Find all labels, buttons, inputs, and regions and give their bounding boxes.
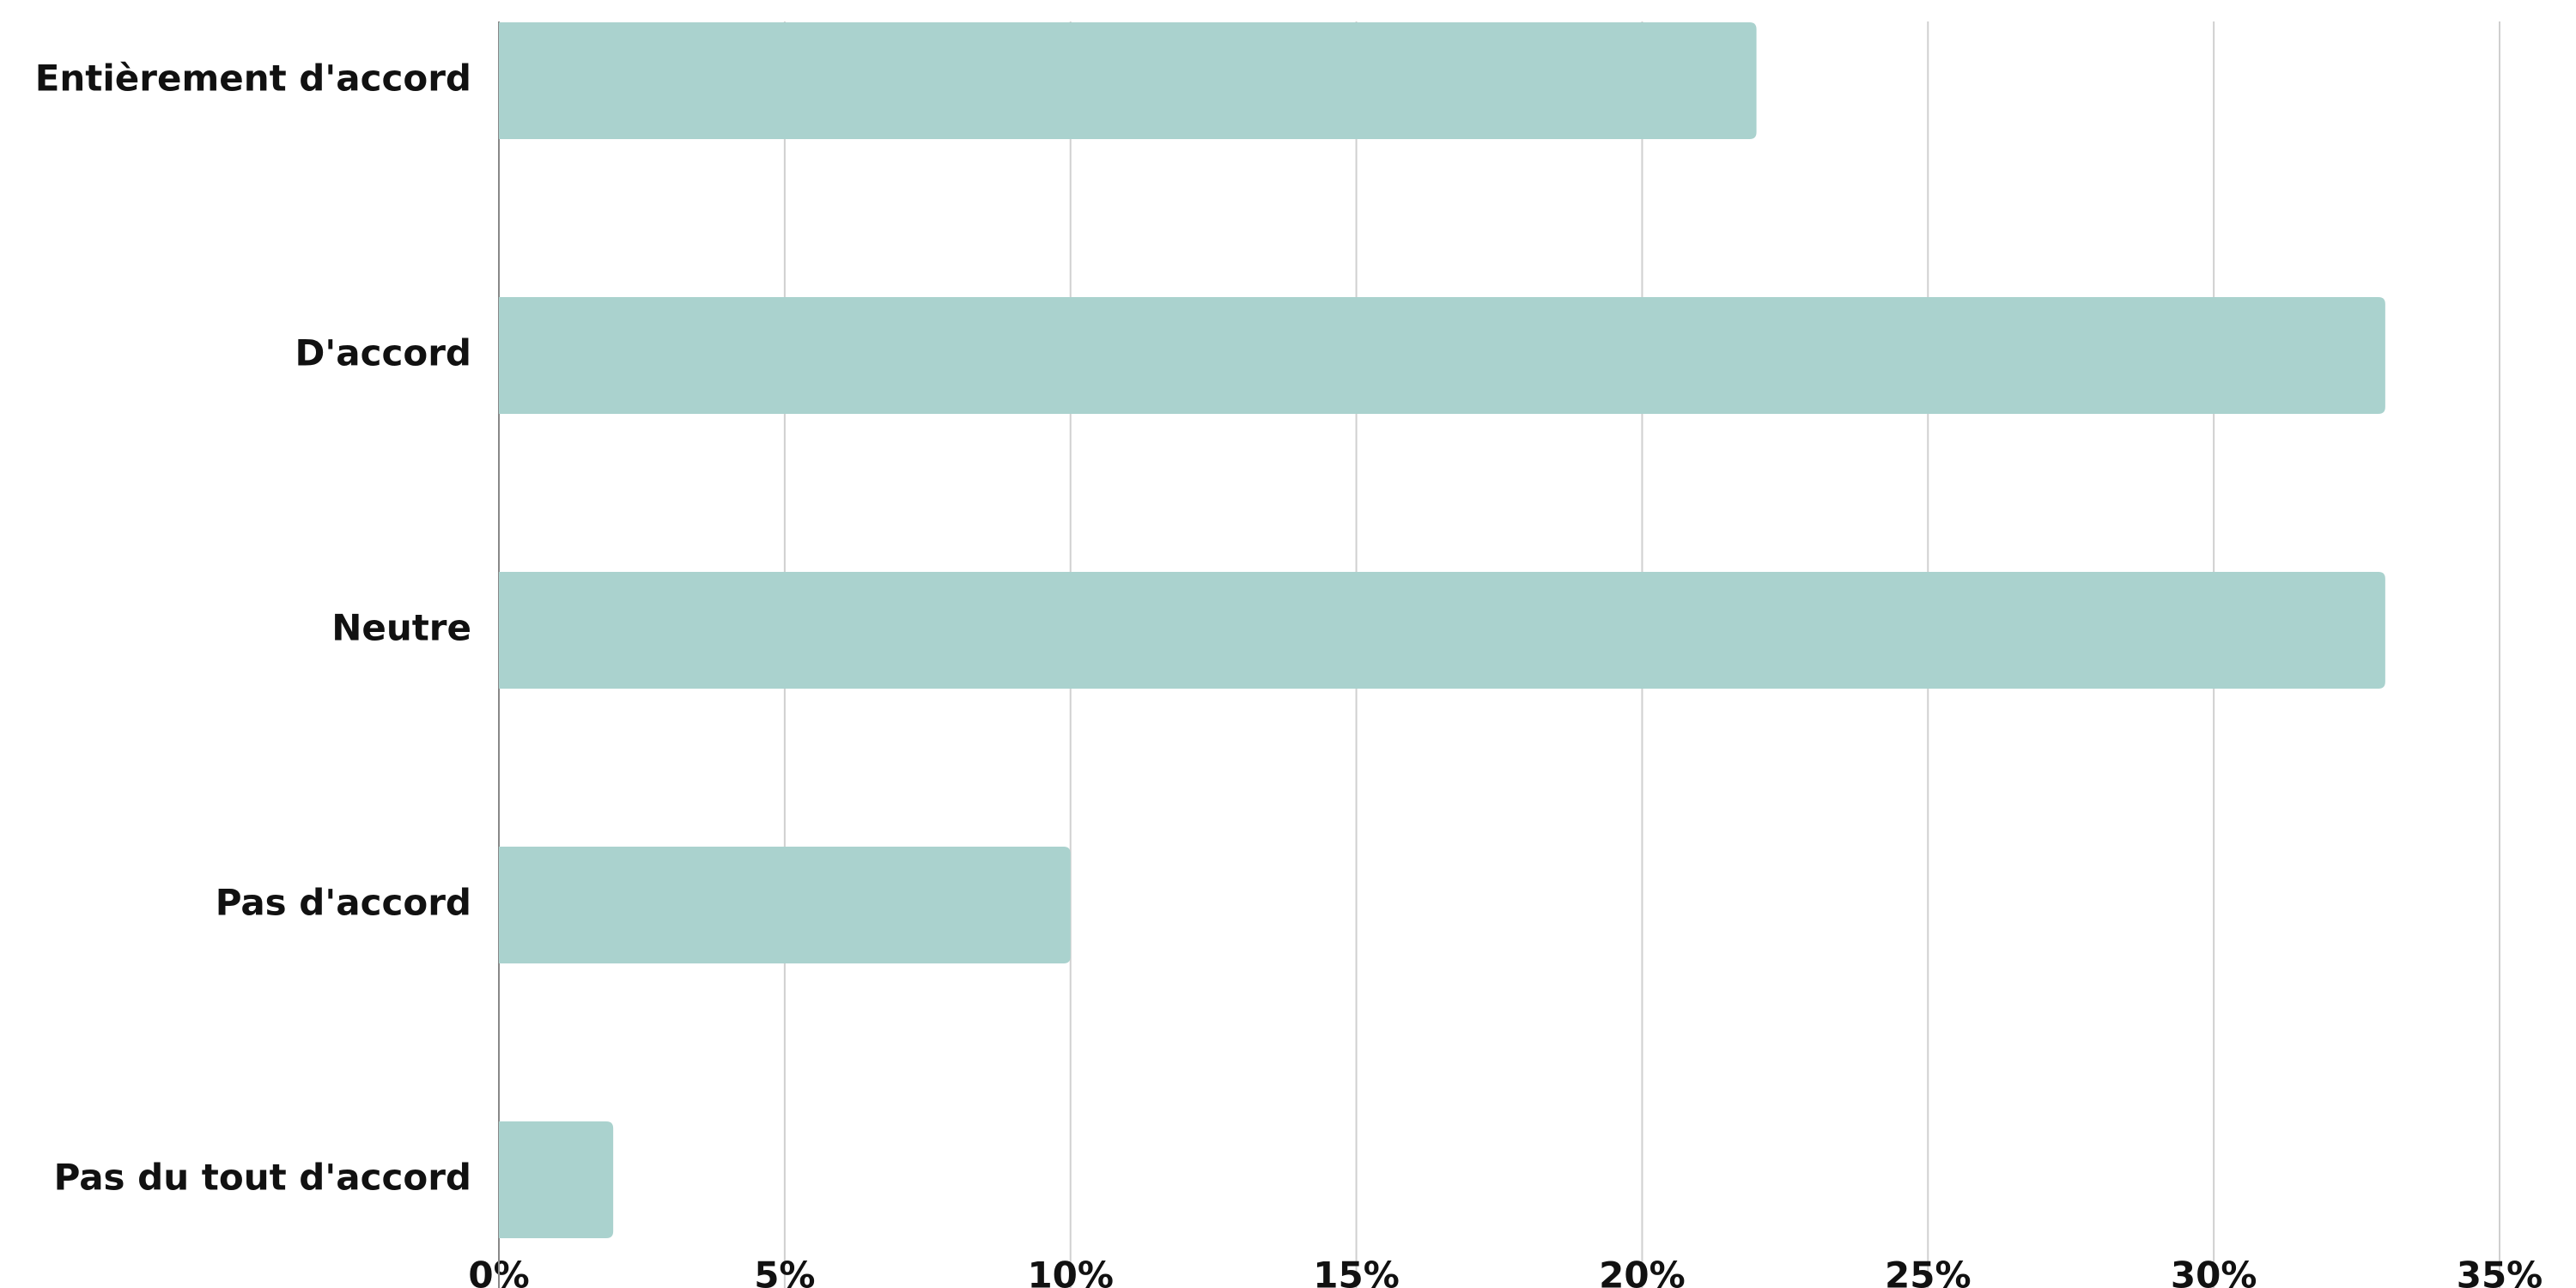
- bar: [499, 297, 2385, 414]
- y-tick-label: D'accord: [295, 332, 472, 374]
- bar: [499, 22, 1757, 139]
- bar: [499, 847, 1071, 963]
- y-tick-label: Pas du tout d'accord: [54, 1157, 471, 1199]
- x-tick-label: 35%: [2457, 1255, 2543, 1288]
- x-tick-label: 5%: [754, 1255, 815, 1288]
- x-tick-label: 25%: [1885, 1255, 1971, 1288]
- y-tick-label: Entièrement d'accord: [35, 58, 471, 100]
- bar: [499, 1121, 614, 1238]
- bar: [499, 572, 2385, 689]
- x-tick-label: 30%: [2171, 1255, 2257, 1288]
- y-tick-label: Neutre: [331, 607, 471, 649]
- x-tick-label: 20%: [1599, 1255, 1686, 1288]
- x-tick-label: 10%: [1027, 1255, 1114, 1288]
- x-tick-label: 15%: [1313, 1255, 1400, 1288]
- y-tick-label: Pas d'accord: [216, 882, 471, 924]
